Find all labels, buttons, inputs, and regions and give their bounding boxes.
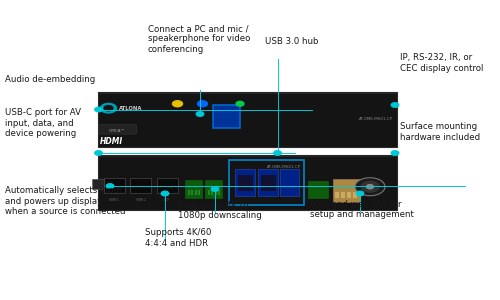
FancyBboxPatch shape bbox=[332, 179, 360, 202]
Text: Supports 4K/60
4:4:4 and HDR: Supports 4K/60 4:4:4 and HDR bbox=[145, 228, 212, 248]
FancyBboxPatch shape bbox=[280, 169, 298, 196]
Text: USB 3.0 hub: USB 3.0 hub bbox=[265, 38, 318, 46]
FancyBboxPatch shape bbox=[235, 169, 255, 196]
FancyBboxPatch shape bbox=[185, 180, 202, 198]
Circle shape bbox=[172, 101, 182, 107]
FancyBboxPatch shape bbox=[98, 154, 398, 210]
FancyBboxPatch shape bbox=[98, 125, 136, 134]
FancyBboxPatch shape bbox=[258, 169, 278, 196]
FancyBboxPatch shape bbox=[98, 92, 398, 94]
FancyBboxPatch shape bbox=[347, 192, 351, 198]
FancyBboxPatch shape bbox=[308, 181, 328, 198]
FancyBboxPatch shape bbox=[156, 178, 178, 194]
FancyBboxPatch shape bbox=[353, 192, 357, 198]
Circle shape bbox=[198, 101, 207, 107]
FancyBboxPatch shape bbox=[341, 192, 345, 198]
FancyBboxPatch shape bbox=[218, 190, 220, 195]
Circle shape bbox=[366, 184, 374, 189]
Text: Automatically selects input
and powers up display
when a source is connected: Automatically selects input and powers u… bbox=[5, 186, 126, 216]
FancyBboxPatch shape bbox=[198, 190, 200, 195]
FancyBboxPatch shape bbox=[212, 105, 240, 128]
Text: Surface mounting
hardware included: Surface mounting hardware included bbox=[400, 122, 480, 142]
FancyBboxPatch shape bbox=[188, 190, 190, 195]
Circle shape bbox=[356, 191, 364, 196]
Circle shape bbox=[106, 184, 114, 188]
Text: OUT: OUT bbox=[164, 198, 170, 202]
Text: Connect a PC and mic /
speakerphone for video
conferencing: Connect a PC and mic / speakerphone for … bbox=[148, 24, 250, 54]
Text: USB-C port for AV
input, data, and
device powering: USB-C port for AV input, data, and devic… bbox=[5, 108, 81, 138]
Circle shape bbox=[95, 107, 102, 112]
FancyBboxPatch shape bbox=[205, 180, 222, 198]
Circle shape bbox=[361, 181, 379, 192]
Text: AT-OME-MH21-CP: AT-OME-MH21-CP bbox=[358, 117, 392, 121]
Circle shape bbox=[391, 151, 399, 155]
Circle shape bbox=[211, 187, 219, 191]
Circle shape bbox=[236, 101, 244, 106]
FancyBboxPatch shape bbox=[335, 192, 339, 198]
Text: HDMI: HDMI bbox=[100, 137, 123, 146]
FancyBboxPatch shape bbox=[98, 154, 398, 157]
FancyBboxPatch shape bbox=[104, 178, 124, 194]
FancyBboxPatch shape bbox=[238, 175, 252, 191]
Circle shape bbox=[391, 103, 399, 107]
Circle shape bbox=[196, 112, 204, 116]
Text: Selectable 4K to
1080p downscaling: Selectable 4K to 1080p downscaling bbox=[178, 201, 261, 220]
Text: Audio de-embedding: Audio de-embedding bbox=[5, 75, 95, 84]
Text: IP, RS-232, IR, or
CEC display control: IP, RS-232, IR, or CEC display control bbox=[400, 53, 483, 73]
FancyBboxPatch shape bbox=[194, 190, 196, 195]
Circle shape bbox=[104, 106, 113, 111]
Circle shape bbox=[100, 103, 116, 113]
Text: HDMI 1: HDMI 1 bbox=[109, 198, 119, 202]
Text: AMS and web GUI for
setup and management: AMS and web GUI for setup and management bbox=[310, 200, 414, 219]
Circle shape bbox=[95, 151, 102, 155]
FancyBboxPatch shape bbox=[130, 178, 151, 194]
Circle shape bbox=[274, 151, 281, 155]
Text: HDMI 2: HDMI 2 bbox=[136, 198, 145, 202]
FancyBboxPatch shape bbox=[92, 179, 104, 190]
Text: ATLONA: ATLONA bbox=[119, 106, 142, 111]
FancyBboxPatch shape bbox=[214, 190, 216, 195]
Circle shape bbox=[161, 191, 169, 196]
FancyBboxPatch shape bbox=[211, 190, 213, 195]
FancyBboxPatch shape bbox=[208, 190, 210, 195]
Text: OMCA™: OMCA™ bbox=[109, 129, 126, 134]
FancyBboxPatch shape bbox=[98, 92, 398, 147]
FancyBboxPatch shape bbox=[191, 190, 193, 195]
Text: AT-OME-MH21-CP: AT-OME-MH21-CP bbox=[266, 165, 300, 169]
Circle shape bbox=[355, 178, 385, 196]
FancyBboxPatch shape bbox=[260, 175, 276, 191]
